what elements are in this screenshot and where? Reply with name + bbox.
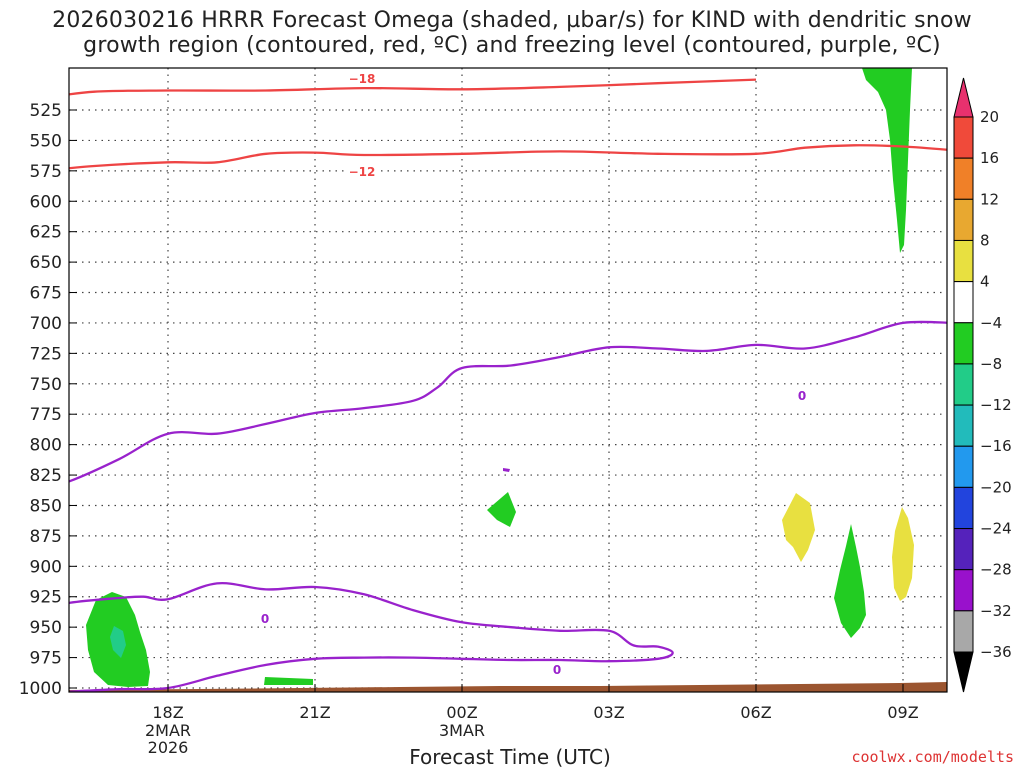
colorbar-label: 4: [980, 273, 990, 291]
contour-line-0-2: [69, 320, 947, 483]
omega-region-07z-pos: [782, 493, 815, 562]
colorbar-label: −32: [980, 602, 1012, 620]
omega-region-09z-upper: [862, 68, 912, 253]
contour-label: −18: [349, 72, 376, 86]
contour-line-minus12-1: [69, 144, 947, 170]
y-tick-label: 725: [30, 344, 62, 364]
colorbar: 20 16 12 8 4 −4 −8 −12 −16 −20 −24 −28 −32 −36: [953, 77, 1012, 693]
y-tick-label: 950: [30, 618, 62, 638]
colorbar-swatch: [953, 569, 974, 612]
x-tick-sublabel: 3MAR: [439, 721, 485, 740]
y-tick-label: 575: [30, 162, 62, 182]
contour-label-bg: [347, 164, 377, 179]
y-tick-label: 775: [30, 405, 62, 425]
y-tick-label: 750: [30, 375, 62, 395]
contour-label-bg: [550, 662, 564, 677]
colorbar-swatch: [953, 239, 974, 283]
colorbar-swatch: [953, 610, 974, 653]
x-tick-sublabel: 2026: [148, 738, 189, 757]
y-tick-label: 875: [30, 527, 62, 547]
colorbar-label: −12: [980, 396, 1012, 414]
contour-label: −12: [349, 165, 376, 179]
colorbar-bottom-arrow: [953, 651, 974, 693]
contour-line-0-3: [69, 581, 674, 692]
colorbar-swatch: [953, 404, 974, 447]
y-tick-label: 900: [30, 557, 62, 577]
colorbar-label: −20: [980, 478, 1012, 496]
colorbar-swatch: [953, 528, 974, 571]
omega-region-21z-sfc: [264, 677, 313, 685]
colorbar-label: −16: [980, 437, 1012, 455]
x-tick-label: 18Z: [152, 703, 183, 722]
colorbar-label: 12: [980, 190, 999, 208]
y-tick-label: 850: [30, 496, 62, 516]
x-axis-label: Forecast Time (UTC): [409, 745, 611, 769]
colorbar-label: −28: [980, 561, 1012, 579]
omega-shaded-regions: [86, 68, 914, 687]
y-tick-label: 525: [30, 101, 62, 121]
contour-line-minus18-0: [69, 78, 757, 96]
contour-lines: −18 −12 0 0 0: [69, 71, 947, 692]
y-axis-ticks: 525 550 575 600 625 650 675 700 725 750 775 800 825 8…: [19, 101, 77, 699]
chart-title-line-1: 2026030216 HRRR Forecast Omega (shaded, …: [52, 8, 972, 33]
colorbar-label: −8: [980, 355, 1002, 373]
y-tick-label: 700: [30, 314, 62, 334]
colorbar-label: −4: [980, 314, 1002, 332]
y-tick-label: 1000: [19, 679, 62, 699]
ground-surface: [69, 682, 947, 692]
y-tick-label: 550: [30, 131, 62, 151]
colorbar-label: −24: [980, 520, 1012, 538]
x-tick-label: 03Z: [593, 703, 624, 722]
x-tick-sublabel: 2MAR: [145, 721, 191, 740]
colorbar-swatch: [953, 445, 974, 488]
credit-link[interactable]: coolwx.com/modelts: [851, 748, 1014, 766]
colorbar-label: 20: [980, 108, 999, 126]
contour-label-bg: [258, 611, 272, 626]
contour-label-bg: [795, 388, 809, 403]
y-tick-label: 925: [30, 588, 62, 608]
colorbar-swatch: [953, 486, 974, 530]
colorbar-label: 16: [980, 149, 999, 167]
omega-region-17z-core: [110, 626, 126, 658]
colorbar-swatch: [953, 322, 974, 365]
omega-region-01z-dot: [503, 468, 510, 472]
y-tick-label: 625: [30, 223, 62, 243]
contour-label: 0: [553, 663, 561, 677]
y-tick-label: 800: [30, 436, 62, 456]
colorbar-swatch: [953, 116, 974, 159]
y-tick-label: 600: [30, 192, 62, 212]
x-tick-label: 21Z: [299, 703, 330, 722]
y-tick-label: 975: [30, 649, 62, 669]
y-tick-label: 650: [30, 253, 62, 273]
colorbar-swatch: [953, 198, 974, 241]
x-tick-label: 09Z: [887, 703, 918, 722]
x-tick-label: 06Z: [740, 703, 771, 722]
omega-region-01z: [487, 492, 516, 527]
colorbar-swatch: [953, 157, 974, 200]
colorbar-swatch: [953, 363, 974, 406]
contour-label: 0: [261, 612, 269, 626]
colorbar-top-arrow: [953, 77, 974, 118]
omega-region-09z-pos: [892, 507, 914, 601]
omega-region-08z-neg: [834, 524, 866, 638]
ground-surface-fill: [69, 682, 947, 692]
contour-label: 0: [798, 389, 806, 403]
contour-label-bg: [347, 71, 377, 86]
x-tick-label: 00Z: [446, 703, 477, 722]
chart-title-line-2: growth region (contoured, red, ºC) and f…: [83, 33, 941, 58]
plot-frame: [68, 67, 948, 693]
plot-border: [68, 67, 948, 693]
y-tick-label: 825: [30, 466, 62, 486]
colorbar-label: −36: [980, 643, 1012, 661]
colorbar-swatch: [953, 281, 974, 324]
y-tick-label: 675: [30, 284, 62, 304]
colorbar-label: 8: [980, 231, 990, 249]
